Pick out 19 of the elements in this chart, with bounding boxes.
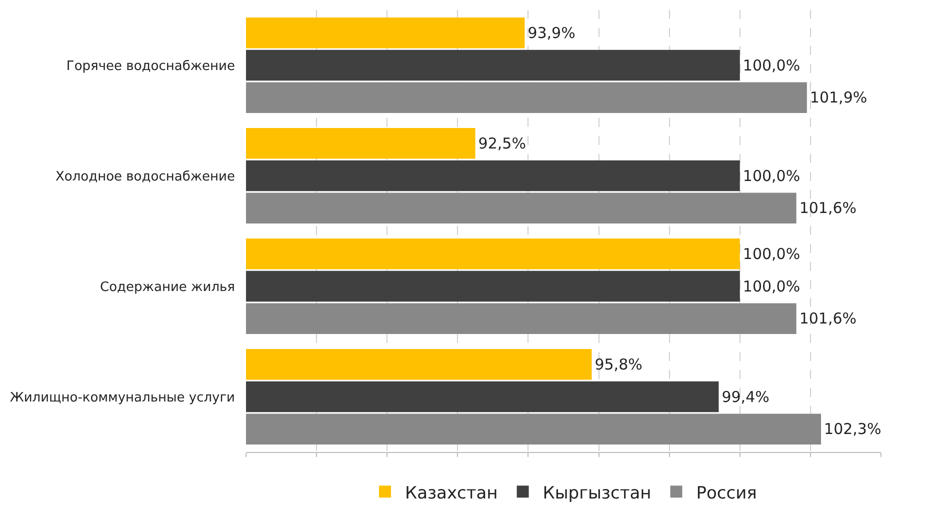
legend-label: Россия — [696, 483, 757, 504]
data-label: 101,6% — [799, 199, 857, 218]
data-label: 100,0% — [742, 166, 800, 185]
data-label: 100,0% — [742, 56, 800, 74]
data-label: 92,5% — [478, 134, 526, 152]
data-label: 93,9% — [528, 24, 576, 42]
y-tick-label: Холодное водоснабжение — [55, 169, 235, 184]
data-label: 99,4% — [722, 388, 770, 406]
data-label: 101,6% — [799, 310, 857, 328]
legend-label: Казахстан — [405, 483, 498, 504]
data-label: 102,3% — [824, 420, 882, 438]
data-label: 101,9% — [810, 88, 868, 107]
data-label: 100,0% — [742, 277, 800, 296]
data-label: 100,0% — [742, 244, 800, 263]
data-label: 95,8% — [594, 355, 642, 374]
y-tick-label: Жилищно-коммунальные услуги — [10, 390, 235, 406]
y-tick-label: Горячее водоснабжение — [66, 58, 235, 74]
legend-label: Кыргызстан — [542, 483, 652, 504]
y-tick-label: Содержание жилья — [100, 280, 235, 295]
